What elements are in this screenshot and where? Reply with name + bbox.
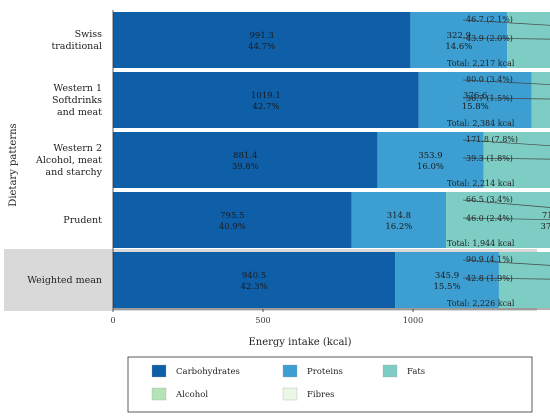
legend-swatch-carbohydrates: [151, 364, 167, 378]
category-label: Softdrinks: [52, 95, 102, 106]
category-label: Western 1: [53, 83, 102, 94]
leader-line: [462, 277, 550, 280]
legend-label-carbohydrates: Carbohydrates: [176, 367, 240, 377]
category-label: Swiss: [75, 29, 103, 40]
value-label: 940.5: [242, 271, 266, 281]
category-label: Alcohol, meat: [35, 155, 102, 166]
bar-proteins-0: [410, 12, 508, 68]
bar-carbohydrates-0: [113, 12, 411, 68]
leader-line: [462, 97, 550, 100]
total-label: Total: 2,214 kcal: [447, 179, 515, 188]
legend-swatch-proteins: [282, 364, 298, 378]
category-label: and meat: [57, 107, 102, 118]
annotations-layer: 46.7 (2.1%) 43.9 (2.0%) Total: 2,217 kcal 8…: [447, 15, 550, 308]
leader-line: [462, 79, 550, 85]
category-label: traditional: [51, 41, 102, 52]
leader-line: [462, 157, 550, 160]
legend: Carbohydrates Proteins Fats Alcohol Fibres: [127, 356, 533, 413]
percent-label: 14.6%: [445, 42, 472, 52]
percent-label: 39.8%: [232, 162, 259, 172]
value-label: 719.6: [542, 211, 550, 221]
leader-line: [462, 259, 550, 266]
legend-box: [127, 356, 533, 413]
alcohol-annotation: 90.9 (4.1%): [466, 255, 513, 264]
bar-carbohydrates-2: [113, 132, 378, 188]
total-label: Total: 2,384 kcal: [447, 119, 515, 128]
category-label: Prudent: [63, 215, 102, 226]
fibres-annotation: 39.3 (1.8%): [466, 154, 513, 163]
percent-label: 40.9%: [219, 222, 246, 232]
value-label: 345.9: [435, 271, 459, 281]
value-label: 991.3: [250, 31, 274, 41]
bar-proteins-3: [351, 192, 447, 248]
legend-swatch-alcohol: [151, 387, 167, 401]
x-tick-label: 0: [110, 316, 115, 325]
bars-layer: 991.344.7%322.914.6%810.336.6%1019.142.7…: [113, 12, 550, 308]
leader-line: [462, 217, 550, 220]
alcohol-annotation: 46.7 (2.1%): [466, 15, 513, 24]
value-label: 314.8: [387, 211, 411, 221]
bar-fats-2: [483, 132, 550, 188]
value-label: 353.9: [418, 151, 442, 161]
category-label: Western 2: [53, 143, 102, 154]
percent-label: 42.3%: [241, 282, 268, 292]
legend-swatch-fibres: [282, 387, 298, 401]
bar-carbohydrates-3: [113, 192, 352, 248]
bar-fats-1: [531, 72, 550, 128]
value-label: 322.9: [447, 31, 471, 41]
percent-label: 16.2%: [385, 222, 412, 232]
category-label: and starchy: [45, 167, 102, 178]
percent-label: 15.5%: [434, 282, 461, 292]
x-tick-label: 500: [255, 316, 270, 325]
total-label: Total: 2,226 kcal: [447, 299, 515, 308]
percent-label: 44.7%: [248, 42, 275, 52]
bar-carbohydrates-1: [113, 72, 419, 128]
value-label: 795.5: [220, 211, 244, 221]
value-label: 376.6: [463, 91, 487, 101]
y-axis-title: Dietary patterns: [8, 123, 19, 206]
leader-line: [462, 139, 550, 147]
legend-label-fibres: Fibres: [307, 390, 335, 400]
alcohol-annotation: 66.5 (3.4%): [466, 195, 513, 204]
leader-line: [462, 37, 550, 40]
fibres-annotation: 43.9 (2.0%): [466, 34, 513, 43]
percent-label: 42.7%: [252, 102, 279, 112]
alcohol-annotation: 171.8 (7.8%): [466, 135, 518, 144]
legend-label-fats: Fats: [407, 367, 425, 377]
bar-proteins-1: [418, 72, 532, 128]
legend-swatch-fats: [382, 364, 398, 378]
fibres-annotation: 46.0 (2.4%): [466, 214, 513, 223]
legend-label-proteins: Proteins: [307, 367, 343, 377]
value-label: 881.4: [233, 151, 257, 161]
bar-fats-4: [498, 252, 550, 308]
x-tick-label: 1000: [403, 316, 423, 325]
total-label: Total: 2,217 kcal: [447, 59, 515, 68]
bar-fats-3: [446, 192, 550, 248]
value-label: 1019.1: [251, 91, 281, 101]
total-label: Total: 1,944 kcal: [447, 239, 515, 248]
fibres-annotation: 42.8 (1.9%): [466, 274, 513, 283]
leader-line: [462, 19, 550, 26]
percent-label: 16.0%: [417, 162, 444, 172]
x-axis: 0500100015002000: [110, 10, 550, 325]
bar-fats-0: [507, 12, 550, 68]
bar-carbohydrates-4: [113, 252, 396, 308]
legend-label-alcohol: Alcohol: [175, 390, 208, 400]
bar-proteins-2: [377, 132, 484, 188]
fibres-annotation: 36.7 (1.5%): [466, 94, 513, 103]
leader-line: [462, 199, 550, 208]
x-axis-title: Energy intake (kcal): [248, 337, 351, 348]
percent-label: 37.0%: [541, 222, 550, 232]
alcohol-annotation: 80.0 (3.4%): [466, 75, 513, 84]
category-label: Weighted mean: [27, 275, 102, 286]
percent-label: 15.8%: [462, 102, 489, 112]
